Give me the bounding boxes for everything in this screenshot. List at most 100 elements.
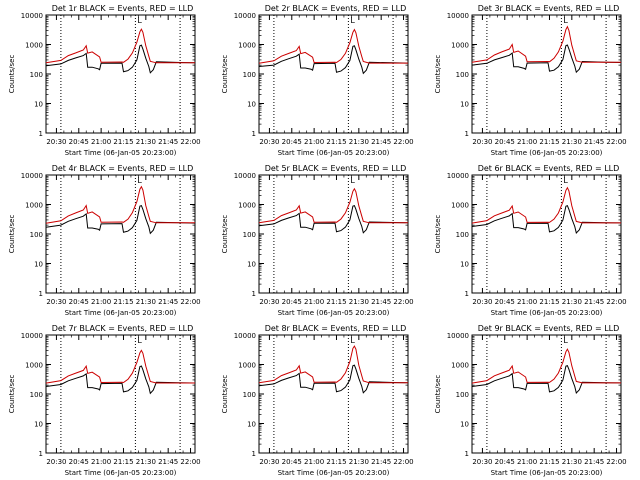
- y-tick-label: 1: [39, 450, 43, 458]
- x-tick-label: 21:15: [539, 458, 559, 466]
- x-tick-label: 21:15: [539, 138, 559, 146]
- x-tick-label: 21:00: [91, 138, 111, 146]
- marker-label: L: [563, 176, 568, 185]
- x-tick-label: 21:30: [562, 458, 582, 466]
- y-tick-label: 1: [465, 290, 469, 298]
- y-tick-label: 10: [247, 261, 256, 269]
- events-series-line: [45, 44, 196, 74]
- plot-frame: [45, 334, 196, 454]
- panel-4: Det 4r BLACK = Events, RED = LLD Counts/s…: [8, 164, 201, 317]
- x-tick-label: 22:00: [606, 298, 626, 306]
- x-axis-label: Start Time (06-Jan-05 20:23:00): [65, 469, 177, 477]
- marker-label: L: [563, 336, 568, 345]
- chart-title: Det 1r BLACK = Events, RED = LLD: [52, 4, 194, 13]
- events-series-line: [258, 45, 409, 75]
- y-tick-label: 100: [243, 231, 256, 239]
- y-axis-label: Counts/sec: [221, 215, 229, 254]
- x-tick-label: 21:00: [304, 298, 324, 306]
- x-tick-label: 21:30: [136, 298, 156, 306]
- events-series-line: [258, 364, 409, 394]
- x-tick-label: 20:30: [46, 138, 66, 146]
- y-tick-label: 10000: [234, 12, 256, 20]
- panel-9: Det 9r BLACK = Events, RED = LLD Counts/s…: [434, 324, 627, 477]
- panel-3: Det 3r BLACK = Events, RED = LLD Counts/s…: [434, 4, 627, 157]
- x-tick-label: 21:00: [517, 138, 537, 146]
- panel-1: Det 1r BLACK = Events, RED = LLD Counts/s…: [8, 4, 201, 157]
- x-tick-label: 21:15: [539, 298, 559, 306]
- plot-frame: [258, 334, 409, 454]
- x-tick-label: 20:30: [259, 458, 279, 466]
- lld-series-line: [258, 28, 408, 64]
- y-tick-label: 100: [456, 391, 469, 399]
- lld-series-line: [45, 349, 195, 384]
- y-tick-label: 1: [252, 450, 256, 458]
- x-tick-label: 20:45: [69, 138, 89, 146]
- panel-7: Det 7r BLACK = Events, RED = LLD Counts/s…: [8, 324, 201, 477]
- panel-2: Det 2r BLACK = Events, RED = LLD Counts/s…: [221, 4, 414, 157]
- y-tick-label: 10: [34, 261, 43, 269]
- x-tick-label: 21:30: [349, 458, 369, 466]
- x-tick-label: 20:45: [282, 298, 302, 306]
- y-tick-label: 1000: [25, 202, 43, 210]
- x-tick-label: 22:00: [606, 458, 626, 466]
- panel-6: Det 6r BLACK = Events, RED = LLD Counts/s…: [434, 164, 627, 317]
- y-tick-label: 10000: [21, 172, 43, 180]
- y-tick-label: 10: [247, 421, 256, 429]
- x-axis-label: Start Time (06-Jan-05 20:23:00): [491, 309, 603, 317]
- x-axis-label: Start Time (06-Jan-05 20:23:00): [65, 309, 177, 317]
- x-axis-label: Start Time (06-Jan-05 20:23:00): [491, 149, 603, 157]
- x-tick-label: 20:45: [495, 298, 515, 306]
- y-tick-label: 1000: [451, 202, 469, 210]
- y-tick-label: 100: [456, 231, 469, 239]
- chart-title: Det 9r BLACK = Events, RED = LLD: [478, 324, 620, 333]
- x-tick-label: 21:15: [326, 138, 346, 146]
- x-tick-label: 22:00: [393, 458, 413, 466]
- x-tick-label: 21:15: [326, 298, 346, 306]
- x-tick-label: 20:45: [69, 458, 89, 466]
- x-tick-label: 20:45: [69, 298, 89, 306]
- x-tick-label: 20:30: [46, 298, 66, 306]
- y-axis-label: Counts/sec: [8, 375, 16, 414]
- lld-series-line: [45, 28, 195, 64]
- y-axis-label: Counts/sec: [221, 55, 229, 94]
- chart-title: Det 4r BLACK = Events, RED = LLD: [52, 164, 194, 173]
- x-tick-label: 21:45: [158, 138, 178, 146]
- x-tick-label: 21:45: [584, 138, 604, 146]
- x-tick-label: 21:15: [113, 138, 133, 146]
- x-tick-label: 21:30: [349, 298, 369, 306]
- x-tick-label: 20:30: [46, 458, 66, 466]
- y-tick-label: 10000: [234, 172, 256, 180]
- panel-8: Det 8r BLACK = Events, RED = LLD Counts/s…: [221, 324, 414, 477]
- y-tick-label: 10: [460, 421, 469, 429]
- y-axis-label: Counts/sec: [434, 215, 442, 254]
- y-tick-label: 100: [456, 71, 469, 79]
- y-tick-label: 1000: [451, 362, 469, 370]
- y-tick-label: 1: [465, 130, 469, 138]
- x-tick-label: 21:00: [304, 458, 324, 466]
- y-tick-label: 100: [243, 71, 256, 79]
- y-tick-label: 100: [30, 391, 43, 399]
- x-tick-label: 21:45: [371, 138, 391, 146]
- y-tick-label: 1: [39, 290, 43, 298]
- y-tick-label: 1: [465, 450, 469, 458]
- x-tick-label: 20:45: [495, 138, 515, 146]
- x-tick-label: 20:45: [282, 138, 302, 146]
- x-tick-label: 21:45: [371, 458, 391, 466]
- y-axis-label: Counts/sec: [8, 215, 16, 254]
- y-tick-label: 1000: [25, 362, 43, 370]
- y-tick-label: 10000: [234, 332, 256, 340]
- y-tick-label: 10: [460, 101, 469, 109]
- x-tick-label: 21:00: [304, 138, 324, 146]
- y-tick-label: 100: [243, 391, 256, 399]
- events-series-line: [471, 364, 622, 395]
- y-tick-label: 10000: [447, 172, 469, 180]
- lld-series-line: [258, 187, 408, 224]
- x-tick-label: 22:00: [393, 138, 413, 146]
- y-tick-label: 1: [252, 130, 256, 138]
- lld-series-line: [258, 345, 408, 384]
- y-tick-label: 1000: [238, 42, 256, 50]
- events-series-line: [471, 44, 622, 74]
- x-tick-label: 21:45: [158, 458, 178, 466]
- x-tick-label: 20:30: [472, 298, 492, 306]
